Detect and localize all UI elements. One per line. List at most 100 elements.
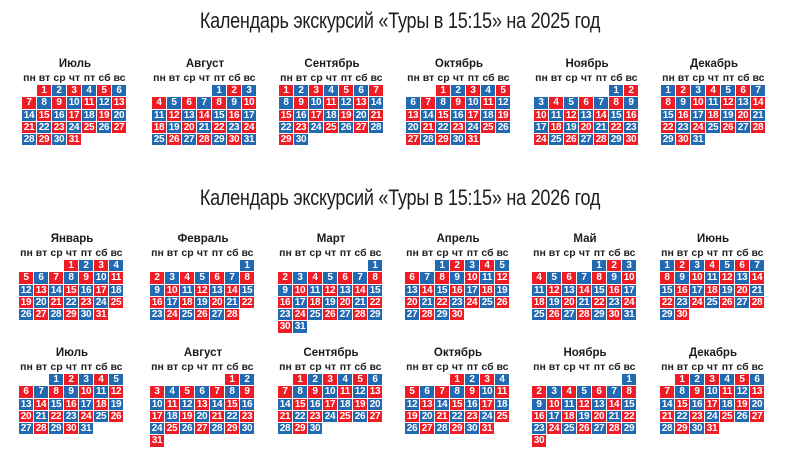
day-cell[interactable]: 14	[751, 97, 765, 109]
day-cell[interactable]: 9	[79, 272, 93, 284]
day-cell[interactable]: 10	[293, 284, 307, 296]
day-cell[interactable]: 24	[480, 410, 494, 423]
day-cell[interactable]: 20	[735, 284, 749, 296]
day-cell[interactable]: 9	[308, 386, 322, 398]
day-cell[interactable]: 25	[109, 296, 123, 309]
day-cell[interactable]: 25	[82, 121, 96, 134]
day-cell[interactable]: 1	[435, 260, 449, 272]
day-cell[interactable]: 12	[577, 398, 591, 410]
day-cell[interactable]: 18	[481, 109, 495, 121]
day-cell[interactable]: 16	[278, 296, 292, 309]
day-cell[interactable]: 9	[675, 272, 689, 284]
day-cell[interactable]: 18	[706, 109, 720, 121]
day-cell[interactable]: 24	[622, 296, 636, 309]
day-cell[interactable]: 21	[607, 410, 621, 423]
day-cell[interactable]: 29	[279, 134, 293, 146]
day-cell[interactable]: 5	[720, 260, 734, 272]
day-cell[interactable]: 2	[690, 374, 704, 386]
day-cell[interactable]: 4	[549, 97, 563, 109]
day-cell[interactable]: 28	[435, 423, 449, 435]
day-cell[interactable]: 26	[495, 296, 509, 309]
day-cell[interactable]: 27	[750, 410, 764, 423]
day-cell[interactable]: 8	[240, 272, 254, 284]
day-cell[interactable]: 12	[180, 398, 194, 410]
day-cell[interactable]: 3	[67, 85, 81, 97]
day-cell[interactable]: 22	[592, 296, 606, 309]
day-cell[interactable]: 27	[182, 134, 196, 146]
day-cell[interactable]: 9	[624, 97, 638, 109]
day-cell[interactable]: 28	[369, 121, 383, 134]
day-cell[interactable]: 15	[64, 284, 78, 296]
day-cell[interactable]: 5	[547, 272, 561, 284]
day-cell[interactable]: 21	[751, 109, 765, 121]
day-cell[interactable]: 6	[562, 272, 576, 284]
day-cell[interactable]: 27	[112, 121, 126, 134]
day-cell[interactable]: 23	[294, 121, 308, 134]
day-cell[interactable]: 29	[660, 309, 674, 321]
day-cell[interactable]: 1	[225, 374, 239, 386]
day-cell[interactable]: 24	[67, 121, 81, 134]
day-cell[interactable]: 13	[34, 284, 48, 296]
day-cell[interactable]: 13	[735, 272, 749, 284]
day-cell[interactable]: 7	[607, 386, 621, 398]
day-cell[interactable]: 9	[64, 386, 78, 398]
day-cell[interactable]: 26	[339, 121, 353, 134]
day-cell[interactable]: 27	[735, 296, 749, 309]
day-cell[interactable]: 2	[294, 85, 308, 97]
day-cell[interactable]: 19	[564, 121, 578, 134]
day-cell[interactable]: 23	[227, 121, 241, 134]
day-cell[interactable]: 12	[109, 386, 123, 398]
day-cell[interactable]: 4	[495, 374, 509, 386]
day-cell[interactable]: 21	[225, 296, 239, 309]
day-cell[interactable]: 19	[735, 398, 749, 410]
day-cell[interactable]: 16	[690, 398, 704, 410]
day-cell[interactable]: 7	[421, 97, 435, 109]
day-cell[interactable]: 13	[736, 97, 750, 109]
day-cell[interactable]: 8	[64, 272, 78, 284]
day-cell[interactable]: 5	[405, 386, 419, 398]
day-cell[interactable]: 15	[675, 398, 689, 410]
day-cell[interactable]: 1	[49, 374, 63, 386]
day-cell[interactable]: 24	[691, 121, 705, 134]
day-cell[interactable]: 3	[690, 260, 704, 272]
day-cell[interactable]: 20	[182, 121, 196, 134]
day-cell[interactable]: 6	[735, 260, 749, 272]
day-cell[interactable]: 14	[594, 109, 608, 121]
day-cell[interactable]: 21	[34, 410, 48, 423]
day-cell[interactable]: 25	[720, 410, 734, 423]
day-cell[interactable]: 30	[607, 309, 621, 321]
day-cell[interactable]: 30	[240, 423, 254, 435]
day-cell[interactable]: 23	[240, 410, 254, 423]
day-cell[interactable]: 22	[661, 121, 675, 134]
day-cell[interactable]: 30	[52, 134, 66, 146]
day-cell[interactable]: 26	[19, 309, 33, 321]
day-cell[interactable]: 1	[660, 260, 674, 272]
day-cell[interactable]: 5	[19, 272, 33, 284]
day-cell[interactable]: 27	[562, 309, 576, 321]
day-cell[interactable]: 18	[152, 121, 166, 134]
day-cell[interactable]: 18	[324, 109, 338, 121]
day-cell[interactable]: 10	[705, 386, 719, 398]
day-cell[interactable]: 24	[309, 121, 323, 134]
day-cell[interactable]: 14	[49, 284, 63, 296]
day-cell[interactable]: 7	[751, 85, 765, 97]
day-cell[interactable]: 16	[465, 398, 479, 410]
day-cell[interactable]: 24	[242, 121, 256, 134]
day-cell[interactable]: 1	[661, 85, 675, 97]
day-cell[interactable]: 10	[94, 272, 108, 284]
day-cell[interactable]: 24	[465, 296, 479, 309]
day-cell[interactable]: 19	[339, 109, 353, 121]
day-cell[interactable]: 16	[607, 284, 621, 296]
day-cell[interactable]: 17	[534, 121, 548, 134]
day-cell[interactable]: 1	[368, 260, 382, 272]
day-cell[interactable]: 27	[195, 423, 209, 435]
day-cell[interactable]: 28	[278, 423, 292, 435]
day-cell[interactable]: 30	[79, 309, 93, 321]
day-cell[interactable]: 2	[278, 272, 292, 284]
day-cell[interactable]: 8	[368, 272, 382, 284]
day-cell[interactable]: 26	[547, 309, 561, 321]
day-cell[interactable]: 4	[481, 85, 495, 97]
day-cell[interactable]: 5	[721, 85, 735, 97]
day-cell[interactable]: 27	[34, 309, 48, 321]
day-cell[interactable]: 20	[210, 296, 224, 309]
